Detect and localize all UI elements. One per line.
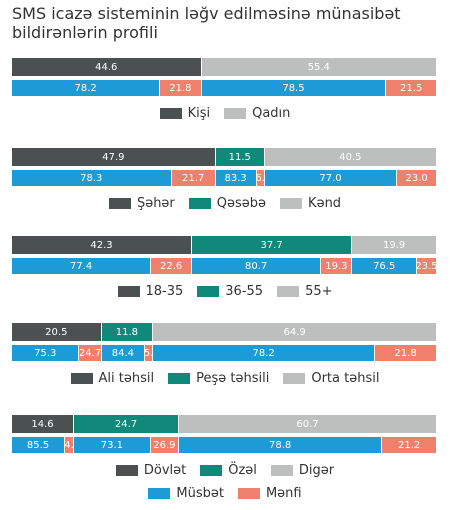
negative-segment: 22.6 bbox=[151, 258, 192, 274]
legend: Dövlət Özəl Digər bbox=[0, 463, 450, 478]
legend-swatch bbox=[168, 373, 191, 384]
positive-segment: 80.7 bbox=[191, 258, 322, 274]
legend: Müsbət Mənfi bbox=[0, 486, 450, 501]
positive-segment: 77.4 bbox=[12, 258, 152, 274]
negative-segment: 21.8 bbox=[160, 80, 202, 96]
legend-item: Kənd bbox=[280, 196, 341, 211]
legend-label: Orta təhsil bbox=[311, 371, 380, 386]
legend-swatch bbox=[117, 286, 140, 297]
legend-swatch bbox=[280, 198, 303, 209]
positive-segment: 85.5 bbox=[12, 437, 66, 453]
legend-swatch bbox=[224, 108, 247, 119]
share-segment: 44.6 bbox=[12, 58, 202, 76]
positive-segment: 83.3 bbox=[215, 170, 257, 186]
negative-segment: 23.5 bbox=[417, 258, 437, 274]
share-segment: 14.6 bbox=[12, 415, 75, 433]
positive-segment: 77.0 bbox=[264, 170, 398, 186]
legend-item: 55+ bbox=[277, 284, 333, 299]
share-segment: 64.9 bbox=[153, 323, 437, 341]
legend-label: Ali təhsil bbox=[98, 371, 155, 386]
legend-swatch bbox=[283, 373, 306, 384]
negative-segment: 23.0 bbox=[397, 170, 437, 186]
legend-label: 18-35 bbox=[145, 284, 184, 299]
positive-segment: 73.1 bbox=[74, 437, 151, 453]
legend-item: Dövlət bbox=[115, 463, 187, 478]
legend-swatch bbox=[70, 373, 93, 384]
share-segment: 47.9 bbox=[12, 148, 216, 166]
legend-swatch bbox=[188, 198, 211, 209]
positive-segment: 78.8 bbox=[179, 437, 383, 453]
legend-label: Mənfi bbox=[265, 486, 302, 501]
chart-title: SMS icazə sisteminin ləğv edilməsinə mün… bbox=[12, 4, 401, 42]
legend-label: Müsbət bbox=[176, 486, 224, 501]
positive-segment: 78.2 bbox=[153, 345, 376, 361]
legend: 18-35 36-55 55+ bbox=[0, 284, 450, 299]
legend-label: Digər bbox=[298, 463, 335, 478]
negative-segment: 15.6 bbox=[145, 345, 154, 361]
negative-segment: 26.9 bbox=[150, 437, 180, 453]
negative-segment: 19.3 bbox=[321, 258, 353, 274]
negative-segment: 16.7 bbox=[256, 170, 265, 186]
positive-segment: 78.3 bbox=[12, 170, 172, 186]
negative-segment: 14.5 bbox=[65, 437, 75, 453]
negative-segment: 21.5 bbox=[386, 80, 437, 96]
positive-segment: 78.2 bbox=[12, 80, 161, 96]
legend-swatch bbox=[277, 286, 300, 297]
legend-label: Kişi bbox=[187, 106, 211, 121]
legend-label: Şəhər bbox=[136, 196, 175, 211]
legend-swatch bbox=[200, 465, 223, 476]
legend-item: Qadın bbox=[224, 106, 290, 121]
legend-item: Mənfi bbox=[237, 486, 302, 501]
legend-item: 36-55 bbox=[197, 284, 263, 299]
legend-label: Dövlət bbox=[143, 463, 187, 478]
share-segment: 55.4 bbox=[201, 58, 437, 76]
legend-item: Qəsəbə bbox=[188, 196, 267, 211]
share-segment: 42.3 bbox=[12, 236, 192, 254]
legend: Ali təhsil Peşə təhsili Orta təhsil bbox=[0, 371, 450, 386]
legend-label: 55+ bbox=[305, 284, 333, 299]
share-segment: 11.8 bbox=[101, 323, 154, 341]
negative-segment: 21.7 bbox=[171, 170, 216, 186]
legend-item: Digər bbox=[270, 463, 335, 478]
legend-swatch bbox=[270, 465, 293, 476]
positive-segment: 76.5 bbox=[352, 258, 418, 274]
legend-label: Qəsəbə bbox=[216, 196, 267, 211]
positive-segment: 75.3 bbox=[12, 345, 80, 361]
legend-item: Müsbət bbox=[148, 486, 224, 501]
legend-swatch bbox=[197, 286, 220, 297]
legend-item: Peşə təhsili bbox=[168, 371, 269, 386]
share-segment: 60.7 bbox=[179, 415, 437, 433]
legend-item: 18-35 bbox=[117, 284, 184, 299]
share-segment: 37.7 bbox=[191, 236, 353, 254]
legend: Şəhər Qəsəbə Kənd bbox=[0, 196, 450, 211]
share-segment: 24.7 bbox=[74, 415, 180, 433]
legend-swatch bbox=[115, 465, 138, 476]
legend-swatch bbox=[108, 198, 131, 209]
legend: Kişi Qadın bbox=[0, 106, 450, 121]
negative-segment: 21.2 bbox=[382, 437, 437, 453]
share-segment: 40.5 bbox=[264, 148, 437, 166]
share-segment: 19.9 bbox=[352, 236, 437, 254]
legend-label: Peşə təhsili bbox=[196, 371, 270, 386]
legend-label: Qadın bbox=[252, 106, 291, 121]
legend-swatch bbox=[148, 488, 171, 499]
share-segment: 11.5 bbox=[215, 148, 265, 166]
legend-swatch bbox=[159, 108, 182, 119]
legend-label: Özəl bbox=[228, 463, 257, 478]
legend-item: Şəhər bbox=[108, 196, 175, 211]
legend-label: 36-55 bbox=[225, 284, 264, 299]
legend-item: Özəl bbox=[200, 463, 257, 478]
positive-segment: 84.4 bbox=[101, 345, 146, 361]
positive-segment: 78.5 bbox=[201, 80, 387, 96]
negative-segment: 24.7 bbox=[79, 345, 102, 361]
negative-segment: 21.8 bbox=[375, 345, 437, 361]
legend-swatch bbox=[237, 488, 260, 499]
legend-item: Orta təhsil bbox=[283, 371, 379, 386]
legend-label: Kənd bbox=[308, 196, 342, 211]
share-segment: 20.5 bbox=[12, 323, 102, 341]
legend-item: Kişi bbox=[159, 106, 211, 121]
legend-item: Ali təhsil bbox=[70, 371, 155, 386]
